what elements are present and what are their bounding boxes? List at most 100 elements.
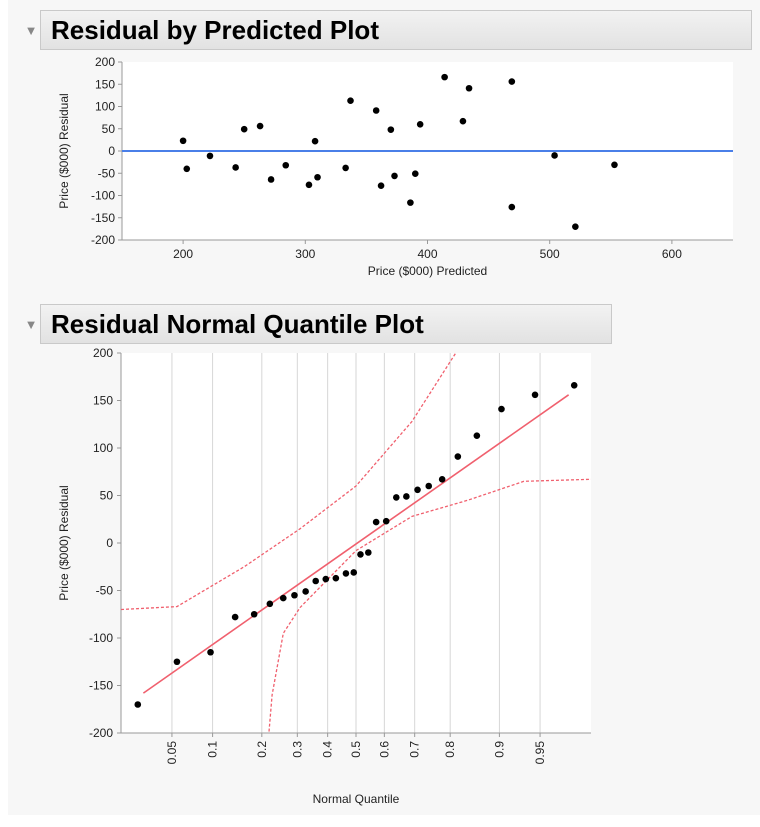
x-tick-label: 0.8 [443, 741, 457, 758]
data-point [382, 517, 390, 525]
x-tick-label: 0.7 [408, 741, 422, 758]
data-point [311, 137, 319, 145]
x-tick-label: 500 [540, 247, 560, 261]
y-tick-label: -200 [89, 726, 113, 740]
y-tick-label: -100 [89, 631, 113, 645]
data-point [342, 164, 349, 172]
lower-confidence-band [268, 478, 591, 733]
x-tick-label: 0.3 [290, 741, 304, 758]
data-point [551, 152, 558, 159]
data-point [572, 223, 579, 230]
data-point [314, 173, 321, 181]
data-point [465, 84, 473, 92]
data-point [611, 161, 618, 169]
x-axis-label: Normal Quantile [313, 792, 400, 806]
data-point [183, 165, 191, 173]
data-point [231, 613, 239, 621]
data-point [350, 569, 358, 576]
x-tick-label: 300 [295, 247, 315, 261]
x-tick-label: 0.05 [165, 741, 179, 765]
y-tick-label: 150 [93, 394, 113, 408]
x-tick-label: 200 [173, 247, 193, 261]
data-point [322, 575, 330, 583]
data-point [438, 476, 446, 483]
y-tick-label: 200 [93, 346, 113, 360]
data-point [425, 482, 433, 490]
data-point [403, 493, 410, 500]
data-point [377, 182, 385, 190]
x-tick-label: 0.6 [377, 741, 391, 758]
data-point [256, 122, 264, 130]
data-point [206, 152, 214, 160]
triangle-down-icon[interactable]: ▼ [24, 22, 38, 38]
data-point [240, 125, 248, 133]
data-point [332, 574, 340, 582]
data-point [531, 391, 539, 399]
residual-by-predicted-outline[interactable]: ▼ [22, 10, 40, 50]
data-point [416, 121, 424, 128]
y-tick-label: -50 [98, 166, 116, 180]
y-tick-label: 100 [93, 441, 113, 455]
data-point [179, 137, 187, 145]
data-point [414, 486, 421, 494]
upper-confidence-band [121, 353, 457, 611]
y-tick-label: 50 [102, 122, 116, 136]
x-axis-label: Price ($000) Predicted [368, 264, 487, 278]
data-point [407, 199, 414, 206]
data-point [357, 551, 364, 558]
y-tick-label: 0 [108, 144, 115, 158]
x-tick-label: 0.2 [255, 741, 269, 758]
x-tick-label: 400 [417, 247, 437, 261]
x-tick-label: 0.1 [206, 741, 220, 758]
residual-normal-quantile-title: Residual Normal Quantile Plot [40, 304, 612, 344]
triangle-down-icon[interactable]: ▼ [24, 316, 38, 332]
y-tick-label: 150 [95, 77, 115, 91]
data-point [207, 648, 214, 656]
data-point [392, 494, 400, 501]
data-point [279, 594, 287, 602]
data-point [498, 405, 505, 413]
data-point [441, 73, 448, 81]
residual-normal-quantile-outline[interactable]: ▼ [22, 304, 40, 344]
x-tick-label: 0.95 [533, 741, 547, 765]
data-point [342, 570, 350, 577]
x-tick-label: 0.4 [321, 741, 335, 758]
data-point [372, 107, 380, 114]
data-point [365, 549, 372, 556]
data-point [302, 588, 309, 595]
y-tick-label: -150 [91, 211, 115, 225]
y-axis-label: Price ($000) Residual [57, 485, 71, 600]
y-tick-label: -100 [91, 189, 115, 203]
data-point [387, 126, 395, 133]
y-tick-label: 0 [106, 536, 113, 550]
data-point [312, 577, 320, 585]
data-point [305, 181, 313, 189]
x-tick-label: 600 [662, 247, 682, 261]
data-point [134, 701, 142, 708]
x-tick-label: 0.5 [349, 741, 363, 758]
data-point [282, 161, 290, 169]
data-point [232, 164, 239, 171]
confidence-bands [121, 353, 591, 733]
y-tick-label: -50 [96, 584, 114, 598]
y-tick-label: -200 [91, 233, 115, 247]
data-point [267, 176, 275, 183]
y-tick-label: 100 [95, 100, 115, 114]
y-tick-label: 200 [95, 55, 115, 69]
data-point [391, 172, 398, 180]
data-point [508, 78, 516, 85]
y-axis-label: Price ($000) Residual [57, 93, 71, 208]
data-point [411, 170, 419, 177]
data-point [372, 518, 380, 526]
residual-by-predicted-title: Residual by Predicted Plot [40, 10, 752, 50]
x-tick-label: 0.9 [492, 741, 506, 758]
data-point [454, 453, 462, 460]
data-point [459, 117, 467, 125]
data-point [508, 203, 516, 211]
data-point [173, 658, 181, 666]
data-point [570, 382, 578, 389]
data-point [291, 591, 298, 599]
data-point [266, 600, 274, 608]
data-point [347, 97, 354, 105]
